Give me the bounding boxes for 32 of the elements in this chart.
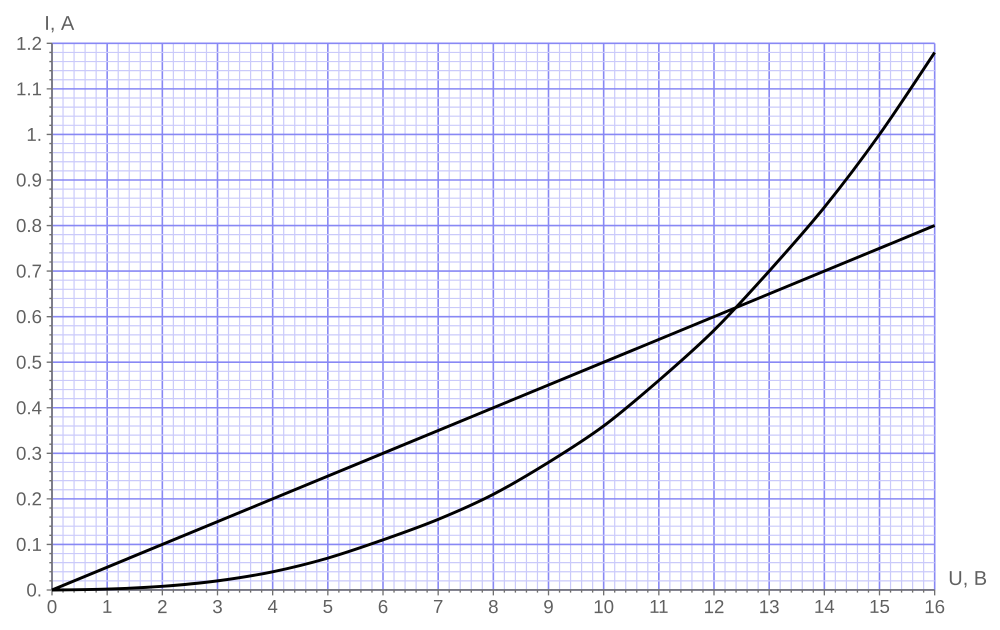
x-tick-label: 8 [488, 600, 498, 614]
y-tick-label: 1.1 [17, 82, 42, 96]
y-tick-label: 0.3 [16, 446, 42, 460]
x-tick-label: 12 [705, 600, 724, 614]
x-tick-label: 2 [158, 600, 167, 614]
y-axis-title: I, A [46, 16, 74, 32]
y-tick-label: 1.2 [17, 36, 42, 50]
y-tick-label: 0.1 [16, 538, 42, 552]
x-axis-title: U, B [950, 571, 986, 588]
y-tick-label: 0.8 [16, 218, 42, 232]
y-tick-label: 0.5 [16, 356, 42, 369]
x-tick-label: 7 [434, 600, 442, 613]
y-tick-label: 0. [27, 583, 40, 597]
x-tick-label: 0 [48, 600, 56, 614]
x-tick-label: 10 [594, 600, 614, 614]
x-tick-label: 1 [103, 600, 112, 613]
x-tick-label: 5 [323, 600, 332, 614]
y-tick-label: 0.4 [16, 401, 42, 414]
y-tick-label: 0.7 [16, 264, 42, 278]
x-tick-label: 14 [815, 600, 834, 613]
x-tick-label: 6 [378, 600, 388, 614]
x-tick-label: 9 [544, 600, 553, 614]
x-tick-label: 15 [870, 600, 890, 614]
x-tick-label: 3 [213, 600, 222, 614]
y-tick-label: 0.6 [16, 310, 42, 324]
x-tick-label: 16 [926, 600, 944, 614]
y-tick-label: 0.9 [16, 173, 42, 187]
x-tick-label: 13 [760, 600, 779, 614]
x-tick-label: 4 [268, 600, 278, 613]
x-tick-label: 11 [650, 600, 668, 613]
y-tick-label: 1. [28, 128, 40, 141]
y-tick-label: 0.2 [16, 492, 42, 506]
